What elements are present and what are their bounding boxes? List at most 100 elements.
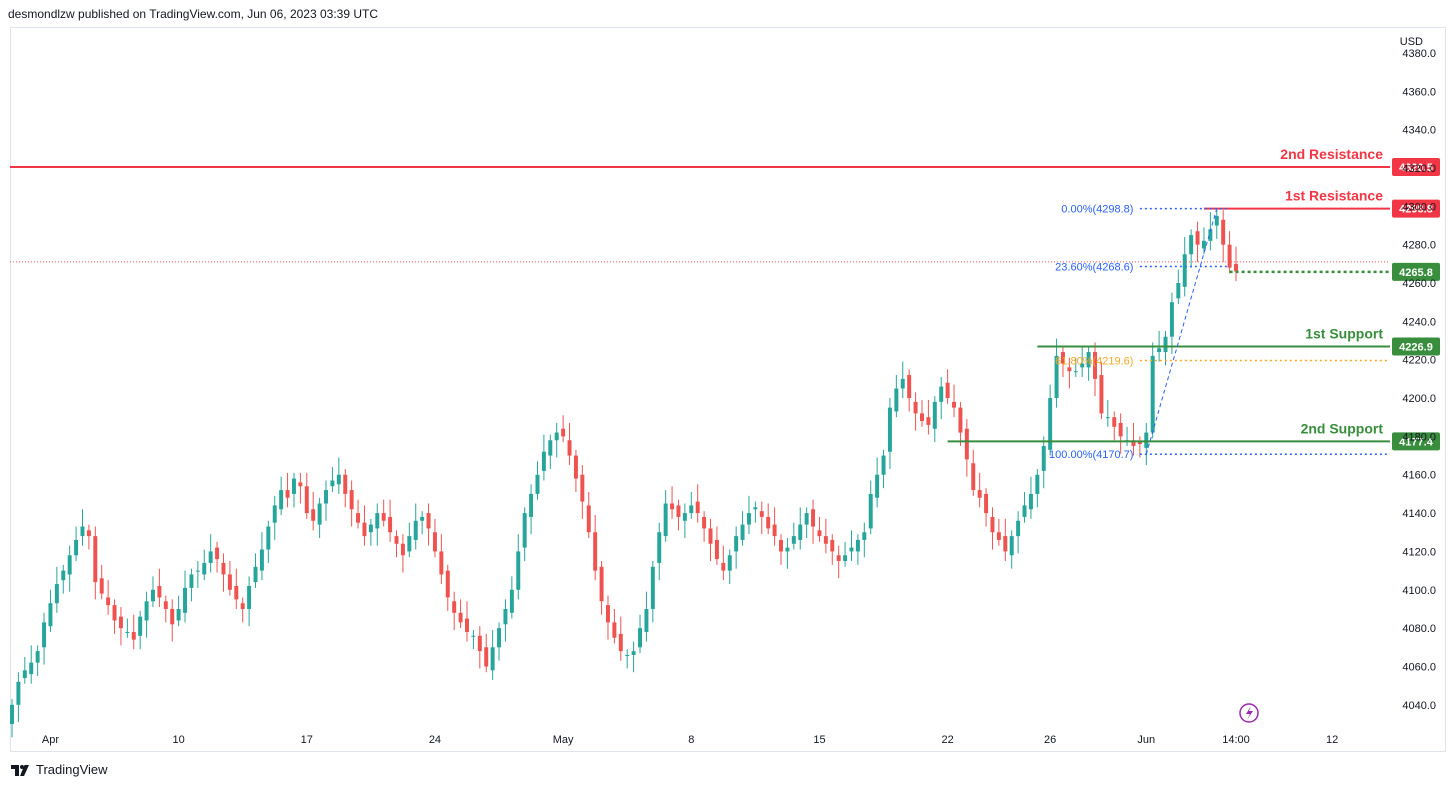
candle — [240, 597, 245, 623]
candle — [676, 499, 681, 531]
candle — [804, 507, 809, 539]
candle — [605, 595, 610, 640]
candle-body — [926, 417, 931, 425]
candle-body — [727, 555, 732, 571]
candle-body — [779, 539, 783, 552]
candle-body — [868, 493, 873, 529]
lightning-icon[interactable] — [1239, 703, 1259, 723]
candle — [772, 507, 777, 546]
candle — [439, 534, 444, 585]
candle-body — [1048, 398, 1053, 450]
candle — [170, 599, 175, 642]
candle — [811, 499, 816, 544]
candle — [689, 492, 694, 519]
candle-body — [304, 486, 309, 514]
candle — [644, 591, 649, 642]
y-tick-label: 4180.0 — [1402, 431, 1436, 443]
candle — [573, 449, 578, 492]
candle-body — [1003, 536, 1008, 552]
candle — [1028, 476, 1033, 519]
candle-body — [1022, 505, 1027, 517]
candle — [35, 645, 40, 677]
candle-body — [490, 647, 495, 671]
candle-body — [445, 570, 450, 598]
candle — [131, 614, 136, 650]
candle — [631, 641, 636, 673]
candle-body — [311, 509, 316, 521]
candle-body — [990, 516, 995, 533]
candle — [734, 526, 739, 569]
fib-level-label: 100.00%(4170.7) — [1049, 449, 1133, 461]
candle-body — [362, 522, 367, 537]
candle — [868, 480, 873, 535]
candle-body — [644, 608, 649, 632]
candle — [1073, 357, 1078, 377]
candle-body — [388, 516, 393, 533]
candle-body — [785, 547, 790, 552]
candle — [541, 434, 546, 481]
candle-body — [349, 490, 354, 510]
candle-body — [144, 601, 149, 621]
candle-body — [381, 513, 386, 521]
candle — [964, 419, 969, 477]
candle-body — [247, 585, 252, 609]
candle-body — [657, 532, 662, 563]
chart-frame[interactable] — [10, 27, 1446, 752]
candle — [163, 595, 168, 623]
candle-body — [753, 507, 758, 510]
candle — [535, 461, 540, 500]
candle — [1054, 338, 1059, 408]
candle — [183, 570, 188, 623]
candle-body — [1093, 352, 1098, 379]
candle — [407, 522, 412, 558]
candle-body — [234, 585, 239, 600]
candle — [1009, 530, 1014, 569]
candle — [529, 484, 534, 535]
candle-body — [227, 574, 232, 590]
candle-body — [22, 670, 27, 678]
candle-body — [112, 605, 117, 621]
candle-body — [93, 536, 98, 583]
candle-body — [1163, 336, 1168, 353]
candle-body — [1137, 442, 1142, 445]
candle-body — [368, 524, 373, 533]
candle — [625, 649, 630, 669]
candle — [426, 503, 431, 546]
candle — [484, 633, 489, 673]
candle-body — [887, 407, 892, 452]
current-price-tag-label: 4265.8 — [1399, 267, 1433, 279]
candle-body — [1208, 229, 1213, 241]
candle-body — [759, 511, 764, 517]
candle-body — [1099, 375, 1104, 414]
candle-body — [48, 603, 53, 627]
candle-body — [259, 549, 264, 571]
candle-body — [977, 490, 982, 498]
candle — [234, 568, 239, 609]
candle — [996, 518, 1001, 546]
candle-body — [1105, 417, 1110, 419]
candle — [984, 488, 989, 527]
candle — [612, 608, 617, 644]
candle — [1221, 210, 1226, 262]
candle — [920, 399, 924, 427]
y-tick-label: 4380.0 — [1402, 48, 1436, 60]
candle-body — [458, 612, 463, 623]
candle-body — [772, 524, 777, 537]
candle — [977, 472, 982, 508]
candle — [586, 492, 591, 539]
candle — [227, 561, 232, 596]
candle-body — [561, 428, 566, 437]
fib-level-label: 61.80%(4219.6) — [1055, 355, 1133, 367]
candle-body — [714, 539, 719, 560]
candle — [567, 422, 572, 466]
footer-brand[interactable]: TradingView — [10, 762, 108, 777]
candle — [887, 398, 892, 469]
candle-body — [317, 503, 322, 525]
candle-body — [195, 570, 200, 572]
candle — [990, 507, 995, 550]
candle — [952, 384, 957, 418]
candle — [913, 392, 918, 431]
candle-body — [932, 401, 937, 429]
candle — [106, 580, 111, 615]
